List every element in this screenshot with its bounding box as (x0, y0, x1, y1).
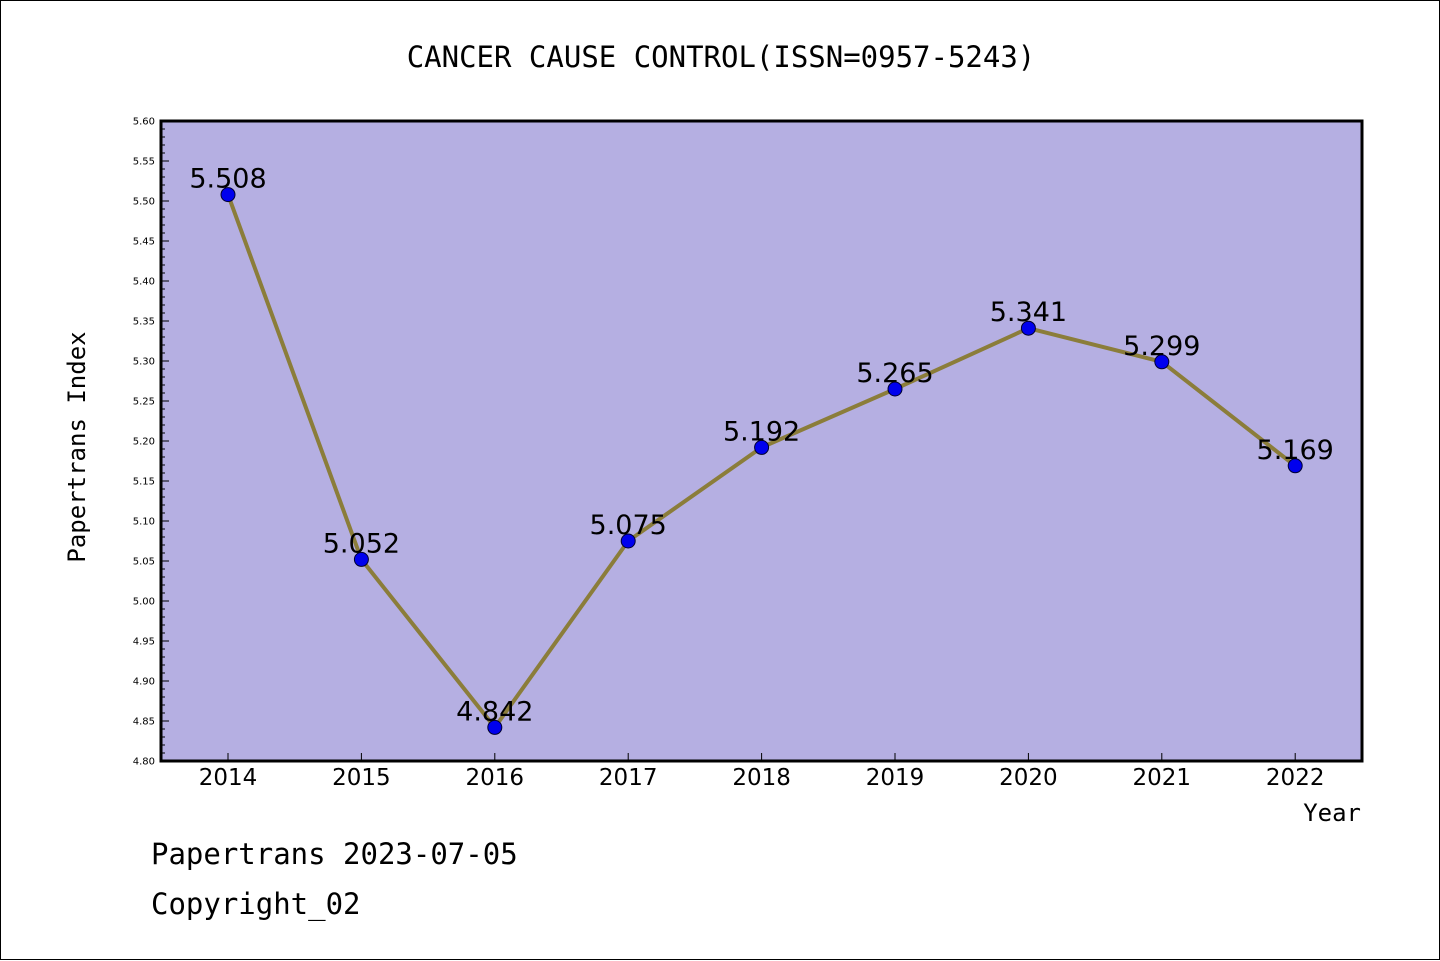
data-label: 5.265 (856, 358, 933, 389)
y-tick-label: 5.40 (133, 277, 155, 288)
y-tick-label: 4.90 (133, 677, 155, 688)
data-point (487, 719, 503, 735)
x-tick-label: 2014 (199, 765, 258, 791)
x-tick-label: 2022 (1266, 765, 1325, 791)
y-tick-label: 5.10 (133, 517, 155, 528)
plot-border (159, 119, 1364, 763)
y-tick-label: 4.95 (133, 637, 155, 648)
data-label: 4.842 (456, 696, 533, 727)
data-label: 5.052 (323, 528, 400, 559)
x-tick-label: 2019 (866, 765, 925, 791)
y-tick-label: 4.85 (133, 717, 155, 728)
data-point (754, 439, 770, 455)
y-tick-label: 5.45 (133, 237, 155, 248)
y-tick-label: 5.30 (133, 357, 155, 368)
x-tick-label: 2020 (999, 765, 1058, 791)
x-axis: 2014 2015 2016 2017 2018 2019 2020 2021 2022 (199, 753, 1325, 791)
x-tick-label: 2018 (732, 765, 791, 791)
data-point (1020, 320, 1036, 336)
y-tick-label: 5.35 (133, 317, 155, 328)
data-point (1154, 354, 1170, 370)
y-tick-label: 5.00 (133, 597, 155, 608)
data-label: 5.192 (723, 416, 800, 447)
footer-copyright: Copyright_02 (151, 887, 361, 922)
y-tick-label: 5.05 (133, 557, 155, 568)
x-tick-label: 2021 (1133, 765, 1192, 791)
y-tick-label: 5.60 (133, 117, 155, 128)
y-tick-label: 5.25 (133, 397, 155, 408)
y-tick-label: 4.80 (133, 757, 155, 768)
x-axis-label: Year (1303, 799, 1361, 827)
x-tick-label: 2016 (466, 765, 525, 791)
y-tick-label: 5.55 (133, 157, 155, 168)
data-label: 5.169 (1257, 435, 1334, 466)
chart-title: CANCER CAUSE CONTROL(ISSN=0957-5243) (407, 40, 1036, 74)
y-tick-label: 5.20 (133, 437, 155, 448)
data-label: 5.508 (189, 164, 266, 195)
data-label: 5.341 (990, 297, 1067, 328)
data-point (353, 551, 369, 567)
data-label: 5.299 (1123, 331, 1200, 362)
data-point (220, 187, 236, 203)
series-group: 5.508 5.052 4.842 5.075 5.192 5.265 5.341 5.299… (189, 164, 1334, 735)
y-tick-label: 5.15 (133, 477, 155, 488)
footer-date: Papertrans 2023-07-05 (151, 837, 518, 871)
y-axis-label: Papertrans Index (63, 331, 91, 562)
data-point (1287, 458, 1303, 474)
x-tick-label: 2017 (599, 765, 658, 791)
data-point (620, 533, 636, 549)
data-label: 5.075 (590, 510, 667, 541)
x-tick-label: 2015 (332, 765, 391, 791)
data-point (887, 381, 903, 397)
y-tick-label: 5.50 (133, 197, 155, 208)
